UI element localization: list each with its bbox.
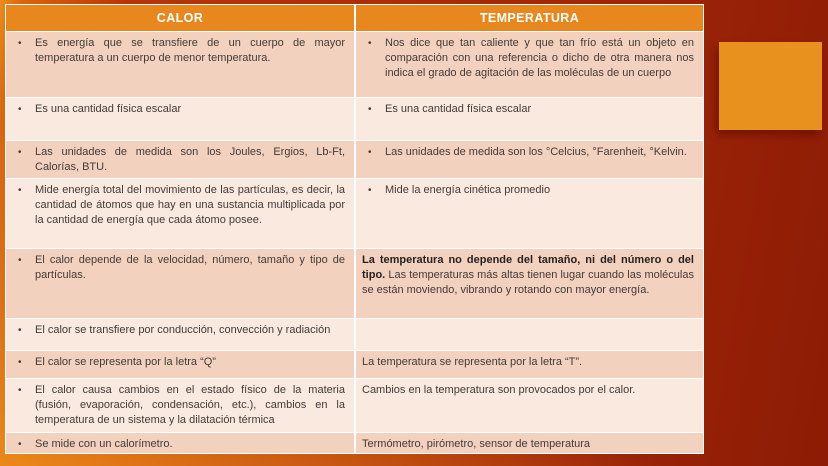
cell-text: Es una cantidad física escalar (35, 103, 182, 115)
cell-text: El calor se transfiere por conducción, c… (35, 324, 331, 336)
bullet-icon: • (368, 104, 372, 115)
table-cell: • Es una cantidad física escalar (356, 98, 703, 140)
cell-text: La temperatura se representa por la letr… (362, 356, 583, 368)
bullet-icon: • (18, 185, 22, 196)
bullet-icon: • (18, 325, 22, 336)
cell-text: El calor causa cambios en el estado físi… (35, 384, 345, 426)
accent-rectangle (719, 42, 822, 130)
column-header-calor: CALOR (6, 5, 354, 31)
cell-text-bold: La temperatura no depende del tamaño, ni… (362, 254, 694, 281)
table-cell: • El calor se representa por la letra “Q… (6, 351, 354, 378)
bullet-icon: • (18, 147, 22, 158)
cell-text: Nos dice que tan caliente y que tan frío… (385, 37, 694, 79)
column-header-temperatura: TEMPERATURA (356, 5, 703, 31)
table-cell (356, 319, 703, 350)
bullet-icon: • (18, 357, 22, 368)
bullet-icon: • (368, 185, 372, 196)
cell-text: Las unidades de medida son los Joules, E… (35, 146, 345, 173)
cell-text: Mide energía total del movimiento de las… (35, 184, 345, 226)
table-cell: • Se mide con un calorímetro. (6, 433, 354, 453)
table-cell: • El calor depende de la velocidad, núme… (6, 249, 354, 318)
comparison-table: CALOR TEMPERATURA • Es energía que se tr… (5, 4, 704, 454)
cell-text: Cambios en la temperatura son provocados… (362, 384, 636, 396)
bullet-icon: • (368, 147, 372, 158)
table-cell: La temperatura no depende del tamaño, ni… (356, 249, 703, 318)
cell-text: Termómetro, pirómetro, sensor de tempera… (362, 438, 591, 450)
table-cell: • El calor causa cambios en el estado fí… (6, 379, 354, 432)
table-cell: • Es una cantidad física escalar (6, 98, 354, 140)
table-cell: • Las unidades de medida son los °Celciu… (356, 141, 703, 178)
bullet-icon: • (368, 38, 372, 49)
cell-text: El calor depende de la velocidad, número… (35, 254, 345, 281)
cell-text: Las unidades de medida son los °Celcius,… (385, 146, 687, 158)
bullet-icon: • (18, 439, 22, 450)
table-cell: • Nos dice que tan caliente y que tan fr… (356, 32, 703, 97)
cell-text: Mide la energía cinética promedio (385, 184, 551, 196)
cell-text: La temperatura no depende del tamaño, ni… (356, 253, 703, 298)
cell-text: Se mide con un calorímetro. (35, 438, 173, 450)
table-cell: Termómetro, pirómetro, sensor de tempera… (356, 433, 703, 453)
table-cell: • Las unidades de medida son los Joules,… (6, 141, 354, 178)
bullet-icon: • (18, 104, 22, 115)
table-cell: Cambios en la temperatura son provocados… (356, 379, 703, 432)
table-cell: • Mide energía total del movimiento de l… (6, 179, 354, 248)
bullet-icon: • (18, 385, 22, 396)
table-cell: La temperatura se representa por la letr… (356, 351, 703, 378)
table-cell: • El calor se transfiere por conducción,… (6, 319, 354, 350)
bullet-icon: • (18, 255, 22, 266)
cell-text: Es una cantidad física escalar (385, 103, 532, 115)
cell-text-normal: Las temperaturas más altas tienen lugar … (362, 269, 694, 296)
cell-text: El calor se representa por la letra “Q” (35, 356, 216, 368)
table-cell: • Es energía que se transfiere de un cue… (6, 32, 354, 97)
table-cell: • Mide la energía cinética promedio (356, 179, 703, 248)
cell-text: Es energía que se transfiere de un cuerp… (35, 37, 345, 64)
bullet-icon: • (18, 38, 22, 49)
